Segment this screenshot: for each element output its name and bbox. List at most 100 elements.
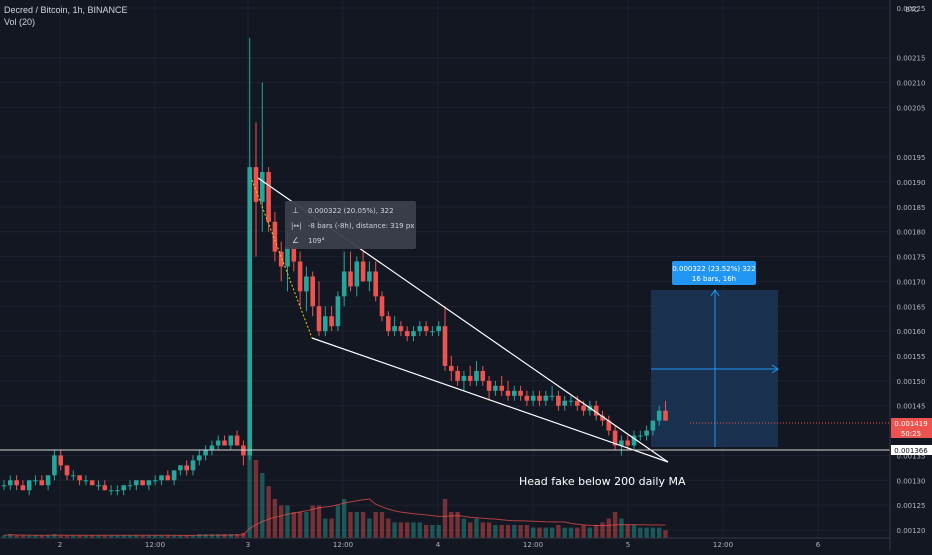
volume-bar — [524, 525, 530, 538]
symbol-title[interactable]: Decred / Bitcoin, 1h, BINANCE — [4, 5, 128, 15]
price-axis[interactable]: 0.00225 0.00215 0.00210 0.00205 0.00195 0.001… — [889, 0, 932, 550]
candle-body — [184, 465, 189, 471]
volume-bar — [619, 518, 624, 538]
candle-body — [77, 475, 82, 481]
price-axis-bg — [890, 0, 932, 550]
volume-bar — [606, 518, 611, 538]
volume-bar — [663, 530, 668, 538]
volume-bar — [1, 535, 7, 538]
candle-body — [524, 395, 530, 401]
measure-tooltip-icon-3: ∠ — [292, 236, 299, 245]
candle-body — [96, 485, 101, 487]
volume-bar — [121, 535, 126, 538]
volume-bar — [568, 527, 574, 538]
volume-bar — [310, 505, 315, 538]
candle-body — [568, 400, 574, 402]
volume-bar — [316, 505, 322, 538]
candle-body — [638, 435, 643, 437]
candle-body — [83, 480, 89, 482]
volume-bar — [291, 512, 296, 538]
price-tick: 0.00185 — [897, 204, 926, 212]
candle-body — [493, 385, 498, 391]
volume-bar — [486, 522, 492, 538]
time-axis[interactable]: 2 12:00 3 12:00 4 12:00 5 12:00 6 — [0, 537, 890, 549]
candles — [1, 37, 668, 496]
volume-bar — [499, 525, 504, 538]
volume-bar — [594, 525, 599, 538]
candle-body — [549, 395, 555, 397]
candle-body — [247, 167, 252, 456]
volume-bar — [423, 525, 429, 538]
volume-bar — [52, 534, 57, 538]
candle-body — [291, 246, 297, 262]
measure-tooltip-line1: 0.000322 (20.05%), 322 — [308, 207, 394, 215]
measure-line[interactable] — [251, 179, 313, 339]
candle-body — [323, 316, 328, 332]
candle-body — [474, 370, 479, 381]
grid — [0, 0, 890, 538]
volume-bar — [398, 522, 404, 538]
candle-body — [209, 445, 215, 451]
wedge-lower-line[interactable] — [311, 337, 669, 463]
volume-bar — [190, 535, 196, 538]
volume-bar — [153, 535, 158, 538]
candle-body — [178, 465, 183, 471]
volume-bar — [549, 527, 555, 538]
candle-body — [165, 475, 171, 481]
volume-bar — [531, 527, 536, 538]
candle-body — [436, 326, 441, 332]
candle-body — [121, 485, 126, 491]
volume-bar — [33, 535, 38, 538]
volume-bar — [159, 535, 164, 538]
candle-body — [52, 455, 57, 476]
candle-body — [417, 326, 423, 332]
chart-legend[interactable]: Decred / Bitcoin, 1h, BINANCE Vol (20) — [4, 4, 128, 28]
time-tick: 6 — [816, 541, 821, 549]
volume-legend[interactable]: Vol (20) — [4, 17, 36, 27]
volume-bar — [329, 518, 334, 538]
volume-bar — [171, 535, 177, 538]
volume-bar — [222, 534, 227, 538]
volume-bar — [102, 535, 107, 538]
volume-bar — [260, 473, 265, 538]
volume-bar — [373, 512, 378, 538]
volume-bar — [197, 534, 202, 538]
candle-body — [45, 475, 51, 486]
candle-body — [575, 400, 580, 406]
volume-bar — [537, 527, 542, 538]
volume-bar — [575, 527, 580, 538]
volume-bar — [461, 518, 467, 538]
candle-body — [39, 480, 45, 486]
candle-body — [341, 271, 347, 297]
volume-bar — [20, 535, 26, 538]
candle-body — [316, 306, 322, 332]
measure-tooltip-icon-1: ⊥ — [292, 206, 299, 215]
volume-bar — [203, 534, 208, 538]
candle-body — [58, 455, 63, 466]
volume-bar — [39, 535, 44, 538]
volume-bar — [140, 535, 145, 538]
volume-bar — [367, 518, 372, 538]
annotation-text[interactable]: Head fake below 200 daily MA — [519, 475, 686, 488]
candle-body — [20, 485, 26, 491]
candle-body — [152, 480, 158, 482]
volume-bar — [165, 535, 170, 538]
volume-bar — [625, 525, 630, 538]
volume-bar — [8, 534, 13, 538]
hline-price-badge — [891, 445, 932, 455]
volume-bar — [631, 525, 637, 538]
price-tick: 0.00205 — [897, 104, 926, 112]
volume-bar — [411, 522, 416, 538]
candle-body — [392, 326, 397, 332]
price-tick: 0.00180 — [897, 229, 926, 237]
candle-body — [581, 405, 586, 411]
candle-body — [606, 420, 612, 431]
price-tick: 0.00160 — [897, 328, 926, 336]
price-tick: 0.00195 — [897, 154, 926, 162]
volume-bar — [360, 512, 366, 538]
candle-body — [203, 450, 208, 456]
candle-body — [556, 395, 561, 406]
candle-body — [102, 485, 108, 491]
